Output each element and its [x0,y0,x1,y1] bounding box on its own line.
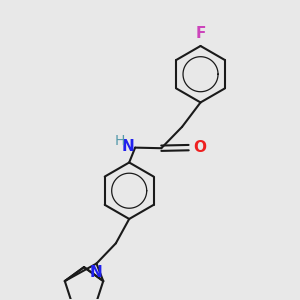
Text: N: N [90,265,103,280]
Text: O: O [193,140,206,155]
Text: F: F [195,26,206,40]
Text: N: N [121,139,134,154]
Text: H: H [115,134,125,148]
